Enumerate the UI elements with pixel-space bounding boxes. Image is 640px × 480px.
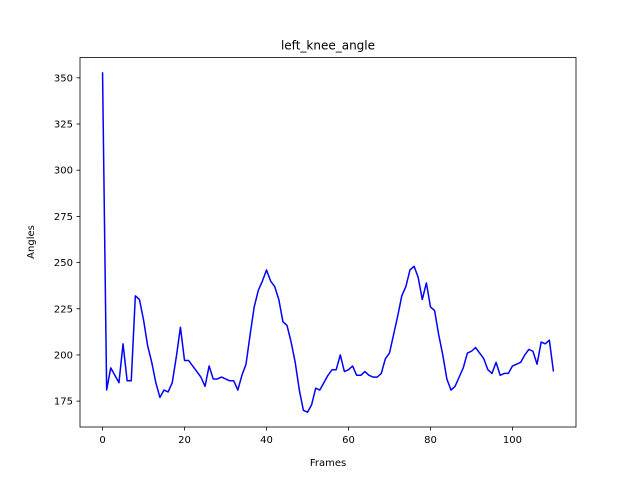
y-tick-label: 325 xyxy=(54,120,73,131)
x-tick-label: 100 xyxy=(503,435,522,446)
x-tick-label: 60 xyxy=(342,435,355,446)
x-axis: 0 20 40 60 80 100 xyxy=(99,427,522,446)
x-tick-label: 80 xyxy=(424,435,437,446)
y-tick-label: 300 xyxy=(54,166,73,177)
series-line-0 xyxy=(101,72,555,413)
y-tick-label: 350 xyxy=(54,73,73,84)
y-tick-label: 275 xyxy=(54,212,73,223)
x-tick-label: 40 xyxy=(260,435,273,446)
x-axis-label: Frames xyxy=(310,458,346,469)
y-tick-label: 250 xyxy=(54,258,73,269)
x-tick-label: 20 xyxy=(178,435,191,446)
axes-frame xyxy=(79,57,577,428)
plot-area xyxy=(101,72,555,413)
y-tick-label: 225 xyxy=(54,304,73,315)
y-tick-label: 200 xyxy=(54,350,73,361)
y-axis-label: Angles xyxy=(26,225,37,259)
y-tick-label: 175 xyxy=(54,397,73,408)
chart-title: left_knee_angle xyxy=(281,39,375,53)
x-tick-label: 0 xyxy=(99,435,105,446)
y-axis: 175 200 225 250 275 300 325 350 xyxy=(54,73,80,408)
